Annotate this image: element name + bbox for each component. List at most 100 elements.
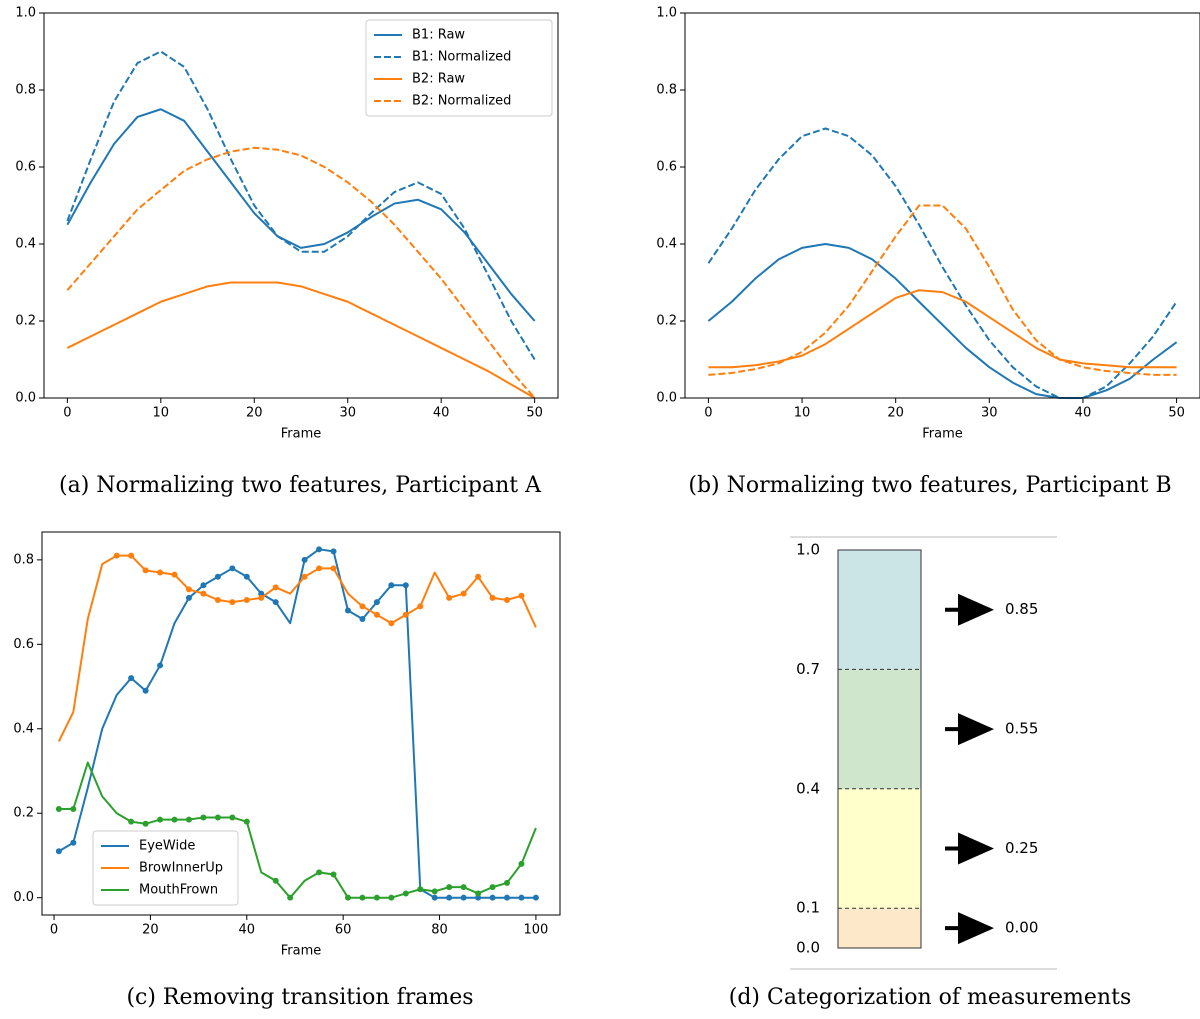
y-tick-label: 0.4 [15, 237, 36, 252]
marker [388, 582, 395, 589]
y-tick-label: 0.4 [13, 721, 34, 736]
marker [518, 860, 525, 867]
series-line [66, 50, 536, 361]
y-tick-label: 0.2 [13, 806, 34, 821]
marker [460, 590, 467, 597]
x-tick-label: 40 [1075, 406, 1092, 421]
x-axis-label: Frame [281, 944, 322, 959]
caption: (a) Normalizing two features, Participan… [59, 473, 542, 498]
series-line [66, 146, 536, 399]
marker [518, 592, 525, 599]
marker [243, 573, 250, 580]
marker [142, 687, 149, 694]
y-tick-label: 0.4 [656, 237, 677, 252]
marker [243, 818, 250, 825]
y-tick-label: 1.0 [15, 6, 36, 21]
marker [55, 806, 62, 813]
legend-label: B1: Normalized [412, 50, 511, 65]
x-axis-label: Frame [922, 427, 963, 442]
marker [344, 894, 351, 901]
marker [518, 894, 525, 901]
marker [142, 567, 149, 574]
marker [503, 596, 510, 603]
x-tick-label: 0 [704, 406, 712, 421]
marker [316, 869, 323, 876]
marker [402, 582, 409, 589]
category-value: 0.00 [1005, 919, 1038, 937]
marker [243, 596, 250, 603]
y-tick-label: 0.0 [13, 890, 34, 905]
marker [359, 603, 366, 610]
marker [388, 894, 395, 901]
marker [301, 556, 308, 563]
x-tick-label: 30 [981, 406, 998, 421]
marker [489, 594, 496, 601]
x-tick-label: 60 [335, 923, 352, 938]
x-tick-label: 80 [431, 923, 448, 938]
marker [272, 599, 279, 606]
marker [70, 806, 77, 813]
marker [157, 569, 164, 576]
series-line [66, 108, 536, 322]
series-line [58, 761, 537, 899]
marker [171, 816, 178, 823]
y-tick-label: 0.6 [15, 160, 36, 175]
y-tick-label: 0.2 [656, 314, 677, 329]
marker [301, 573, 308, 580]
marker [214, 573, 221, 580]
legend-label: EyeWide [139, 839, 195, 854]
marker [503, 879, 510, 886]
marker [272, 877, 279, 884]
marker [316, 565, 323, 572]
y-tick-label: 0.6 [13, 637, 34, 652]
y-tick-label: 0.0 [656, 391, 677, 406]
x-tick-label: 30 [339, 406, 356, 421]
series-line [707, 127, 1178, 399]
marker [475, 894, 482, 901]
legend-box [365, 19, 553, 117]
marker [475, 573, 482, 580]
marker [200, 582, 207, 589]
marker [359, 615, 366, 622]
y-tick-label: 0.0 [796, 939, 820, 957]
marker [229, 814, 236, 821]
marker [417, 886, 424, 893]
marker [402, 611, 409, 618]
marker [229, 599, 236, 606]
marker [446, 894, 453, 901]
y-tick-label: 0.8 [15, 83, 36, 98]
series-line [708, 204, 1177, 376]
marker [402, 890, 409, 897]
marker [70, 839, 77, 846]
category-band [838, 908, 921, 948]
marker [214, 596, 221, 603]
axes-frame [684, 12, 1200, 399]
marker [214, 814, 221, 821]
marker [200, 590, 207, 597]
series-line [66, 281, 536, 399]
x-tick-label: 40 [239, 923, 256, 938]
y-tick-label: 1.0 [796, 541, 820, 559]
marker [460, 894, 467, 901]
x-tick-label: 40 [433, 406, 450, 421]
x-axis-label: Frame [281, 427, 322, 442]
series-line [707, 243, 1178, 399]
marker [489, 894, 496, 901]
series-line [58, 548, 536, 899]
y-tick-label: 0.8 [656, 83, 677, 98]
x-tick-label: 50 [1168, 406, 1185, 421]
marker [373, 611, 380, 618]
category-value: 0.85 [1005, 600, 1038, 618]
marker [316, 546, 323, 553]
marker [128, 552, 135, 559]
x-tick-label: 20 [142, 923, 159, 938]
scale-frame [837, 549, 922, 949]
marker [185, 586, 192, 593]
marker [373, 894, 380, 901]
category-band [838, 550, 921, 670]
caption: (d) Categorization of measurements [729, 985, 1131, 1010]
marker [171, 571, 178, 578]
marker [460, 884, 467, 891]
marker [503, 894, 510, 901]
marker [330, 565, 337, 572]
